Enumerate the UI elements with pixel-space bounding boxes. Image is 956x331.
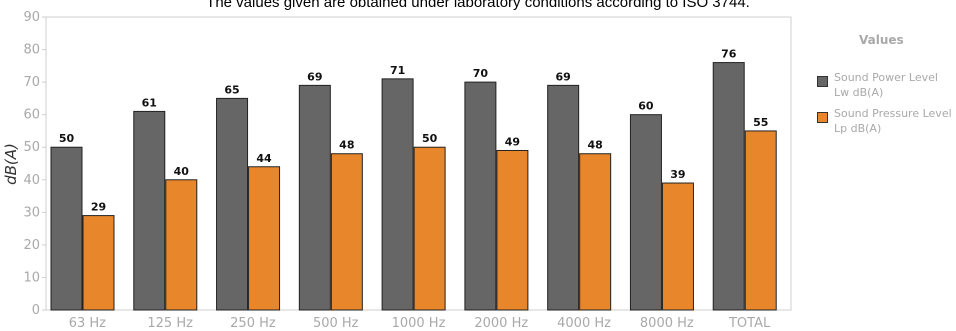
data-label: 44 <box>256 152 272 165</box>
data-label: 61 <box>142 96 157 109</box>
x-axis: 63 Hz 125 Hz 250 Hz 500 Hz 1000 Hz 2000 Hz 400… <box>69 316 771 331</box>
y-axis: 0 10 20 30 40 50 60 70 80 90 <box>23 10 46 318</box>
y-tick-label: 90 <box>23 10 40 25</box>
y-tick-label: 20 <box>23 238 40 253</box>
x-tick-label: 250 Hz <box>230 316 276 331</box>
data-label: 76 <box>721 48 737 61</box>
y-axis-title: dB(A) <box>2 143 20 185</box>
data-label: 69 <box>307 70 322 83</box>
data-label: 40 <box>174 165 190 178</box>
y-tick-label: 10 <box>23 270 40 285</box>
data-label: 29 <box>91 201 106 214</box>
data-label: 70 <box>473 67 489 80</box>
x-tick-label: 2000 Hz <box>474 316 528 331</box>
x-tick-label: 63 Hz <box>69 316 106 331</box>
legend-label-sound-pressure: Sound Pressure Level Lp dB(A) <box>834 106 952 136</box>
bar-sound-pressure[interactable] <box>82 215 115 311</box>
bar-sound-pressure[interactable] <box>496 149 529 311</box>
legend-item-sound-power[interactable]: Sound Power Level Lw dB(A) <box>817 70 956 102</box>
data-label: 48 <box>588 139 603 152</box>
bar-sound-power[interactable] <box>50 146 83 311</box>
bar-sound-pressure[interactable] <box>744 130 777 311</box>
y-tick-label: 40 <box>23 173 40 188</box>
legend-label-line1: Sound Pressure Level <box>834 107 952 120</box>
x-tick-label: 4000 Hz <box>557 316 611 331</box>
x-tick-label: TOTAL <box>728 316 771 331</box>
legend-item-sound-pressure[interactable]: Sound Pressure Level Lp dB(A) <box>817 106 956 138</box>
data-label: 65 <box>224 83 239 96</box>
bar-sound-power[interactable] <box>629 114 662 311</box>
legend-label-line2: Lp dB(A) <box>834 122 882 135</box>
bar-sound-power[interactable] <box>133 110 166 311</box>
y-tick-label: 60 <box>23 108 40 123</box>
bar-sound-pressure[interactable] <box>579 153 612 311</box>
x-tick-label: 125 Hz <box>147 316 193 331</box>
legend-label-line2: Lw dB(A) <box>834 86 884 99</box>
legend-swatch-sound-pressure <box>817 112 828 123</box>
y-tick-label: 80 <box>23 43 40 58</box>
legend-title: Values <box>859 33 904 47</box>
bar-sound-power[interactable] <box>298 84 331 311</box>
bars: 50 29 61 40 65 44 69 48 71 50 70 49 69 48 60 39 76 55 <box>50 48 777 311</box>
y-tick-label: 0 <box>32 303 40 318</box>
y-tick-label: 50 <box>23 140 40 155</box>
data-label: 50 <box>59 132 75 145</box>
data-label: 71 <box>390 64 405 77</box>
legend-swatch-sound-power <box>817 76 828 87</box>
bar-sound-pressure[interactable] <box>165 179 198 311</box>
data-label: 60 <box>638 100 654 113</box>
y-tick-label: 70 <box>23 75 40 90</box>
data-label: 50 <box>422 132 438 145</box>
data-label: 49 <box>505 135 520 148</box>
bar-sound-pressure[interactable] <box>330 153 363 311</box>
data-label: 39 <box>670 168 685 181</box>
x-tick-label: 8000 Hz <box>640 316 694 331</box>
data-label: 48 <box>339 139 354 152</box>
y-tick-label: 30 <box>23 205 40 220</box>
data-label: 69 <box>556 70 571 83</box>
legend-label-sound-power: Sound Power Level Lw dB(A) <box>834 70 938 100</box>
x-tick-label: 500 Hz <box>313 316 359 331</box>
bar-sound-power[interactable] <box>712 62 745 311</box>
chart-caption: The values given are obtained under labo… <box>206 0 750 11</box>
bar-sound-power[interactable] <box>381 78 414 311</box>
bar-sound-pressure[interactable] <box>413 146 446 311</box>
bar-sound-power[interactable] <box>216 97 249 311</box>
bar-sound-pressure[interactable] <box>661 182 694 311</box>
bar-sound-power[interactable] <box>547 84 580 311</box>
x-tick-label: 1000 Hz <box>392 316 446 331</box>
legend-label-line1: Sound Power Level <box>834 71 938 84</box>
bar-sound-pressure[interactable] <box>248 166 281 311</box>
bar-sound-power[interactable] <box>464 81 497 311</box>
data-label: 55 <box>753 116 768 129</box>
